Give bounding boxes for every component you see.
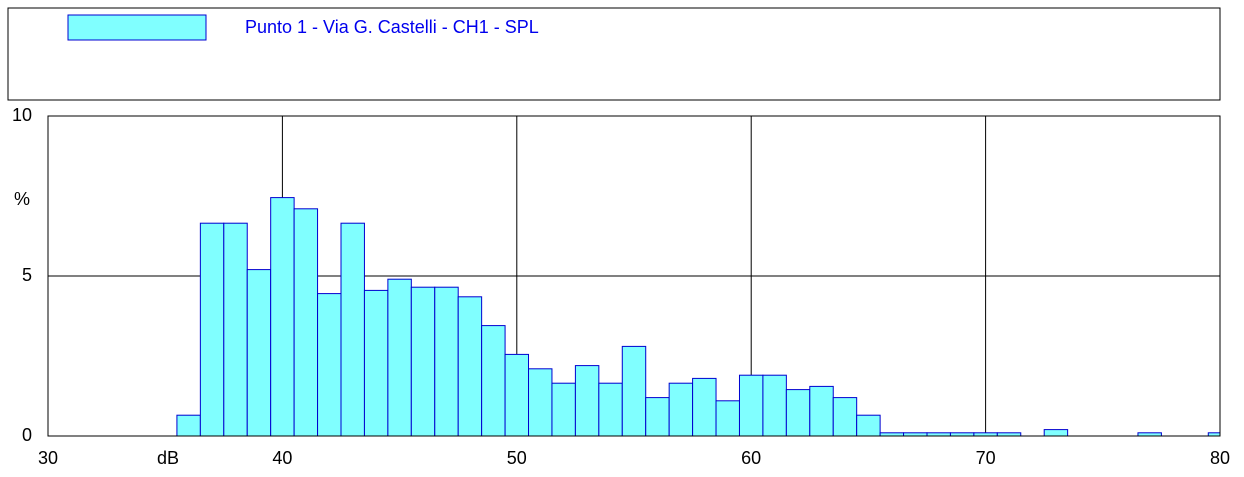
bar — [715, 400, 740, 437]
bars — [176, 197, 1220, 437]
bar — [176, 414, 201, 437]
bar — [270, 197, 295, 437]
y-tick-label: 10 — [12, 105, 32, 125]
x-tick-label: 70 — [976, 448, 996, 468]
bar — [809, 385, 834, 437]
bar — [598, 382, 623, 437]
bar — [387, 278, 412, 437]
bar — [246, 269, 272, 437]
legend-swatch — [67, 14, 207, 41]
bar — [1043, 429, 1069, 437]
bar — [668, 382, 694, 437]
x-axis-label: dB — [157, 448, 179, 468]
x-tick-label: 80 — [1210, 448, 1230, 468]
y-axis-label: % — [14, 189, 30, 209]
bar — [457, 296, 483, 437]
bar — [738, 374, 764, 437]
bar — [1207, 432, 1220, 437]
bar — [434, 286, 459, 437]
legend-label: Punto 1 - Via G. Castelli - CH1 - SPL — [245, 17, 539, 37]
bar — [621, 345, 647, 437]
bar — [504, 353, 530, 437]
x-tick-label: 40 — [272, 448, 292, 468]
legend-box — [7, 7, 1221, 101]
y-tick-label: 5 — [22, 265, 32, 285]
bar — [293, 208, 319, 437]
bar — [762, 374, 787, 437]
bar — [528, 368, 553, 437]
bar — [363, 289, 389, 437]
bar — [317, 293, 342, 437]
bar — [551, 382, 576, 437]
y-tick-label: 0 — [22, 425, 32, 445]
x-tick-label: 50 — [507, 448, 527, 468]
bar — [692, 377, 717, 437]
plot-frame — [47, 115, 1221, 437]
bar — [856, 414, 881, 437]
bar — [785, 389, 811, 437]
bar — [410, 286, 436, 437]
x-tick-label: 60 — [741, 448, 761, 468]
bar — [832, 397, 858, 437]
bar — [199, 222, 225, 437]
bar — [340, 222, 365, 437]
bar — [645, 397, 670, 437]
bar — [223, 222, 248, 437]
bar — [481, 325, 506, 437]
bar — [574, 365, 600, 437]
x-tick-label: 30 — [38, 448, 58, 468]
